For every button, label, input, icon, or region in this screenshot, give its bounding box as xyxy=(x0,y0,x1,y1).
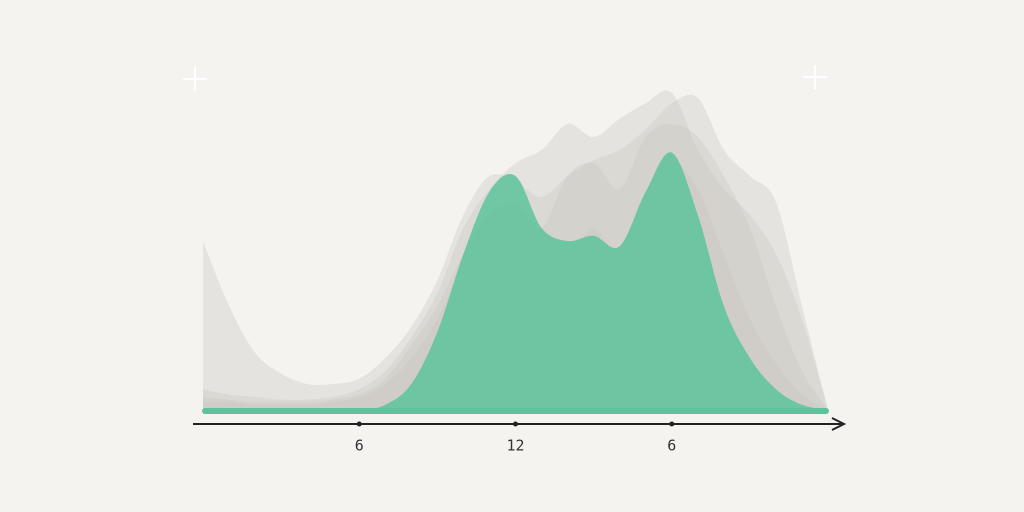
tick-mark xyxy=(513,421,518,427)
x-tick-label: 6 xyxy=(355,437,364,455)
axis-arrow xyxy=(831,417,847,431)
ticks: 6 12 6 xyxy=(355,421,676,455)
corner-marks xyxy=(183,65,827,91)
area xyxy=(203,152,828,410)
x-tick-label: 12 xyxy=(506,437,524,455)
x-tick-label: 6 xyxy=(667,437,676,455)
tick-mark xyxy=(356,421,362,427)
areas xyxy=(203,90,828,411)
tick-mark xyxy=(669,421,675,427)
